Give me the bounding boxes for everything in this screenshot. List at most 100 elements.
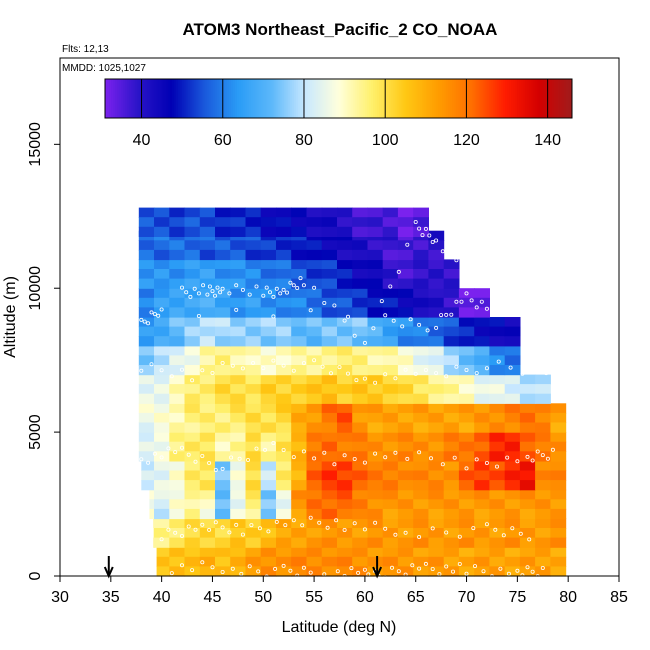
heat-cell (367, 556, 384, 567)
heat-cell (397, 412, 414, 424)
heat-cell (367, 249, 384, 261)
sample-point (288, 280, 293, 285)
heat-cell (245, 566, 262, 577)
sample-point (139, 317, 144, 322)
heat-cell (276, 412, 292, 424)
heat-cell (489, 547, 506, 558)
heat-cell (184, 288, 201, 299)
heat-cell (352, 441, 368, 452)
heat-cell (321, 412, 338, 424)
heat-cell (535, 470, 551, 481)
heat-cell (367, 226, 384, 237)
heat-cell (321, 336, 338, 347)
colorbar-segment (263, 79, 266, 118)
colorbar-segment (127, 79, 130, 118)
sample-point (349, 566, 354, 571)
heat-cell (199, 269, 216, 280)
colorbar-segment (559, 79, 563, 118)
colorbar-segment (184, 79, 187, 118)
heat-cell (230, 499, 246, 510)
sample-point (152, 312, 157, 317)
colorbar-segment (273, 79, 277, 118)
heat-cell (260, 566, 277, 577)
sample-point (483, 282, 488, 287)
sample-point (139, 457, 144, 462)
sample-point (291, 455, 296, 460)
heat-cell (489, 345, 506, 356)
heat-cell (141, 460, 155, 472)
heat-cell (276, 556, 292, 567)
colorbar-segment (393, 79, 396, 118)
sample-point (179, 445, 184, 450)
colorbar-segment (462, 79, 465, 118)
heat-cell (428, 297, 445, 308)
colorbar-segment (328, 79, 331, 118)
heat-cell (489, 566, 506, 577)
heat-cell (367, 547, 384, 558)
heat-cell (489, 403, 506, 414)
sample-point (493, 527, 498, 532)
heat-cell (138, 249, 155, 261)
heat-cell (443, 451, 460, 462)
y-axis: 0 5000 10000 15000 (27, 122, 60, 580)
heat-cell (519, 547, 536, 558)
heat-cell (260, 480, 277, 491)
heat-cell (245, 226, 262, 237)
sample-point (328, 577, 333, 582)
heat-cell (337, 412, 353, 424)
heat-cell (230, 537, 246, 548)
heat-cell (397, 547, 414, 558)
heat-cell (306, 528, 323, 539)
heat-cell (382, 217, 399, 228)
sample-point (283, 523, 288, 528)
heat-cell (230, 384, 246, 395)
heat-cell (397, 537, 414, 548)
heat-cell (291, 403, 307, 414)
sample-point (332, 303, 337, 308)
heat-cell (428, 230, 445, 241)
heat-cell (276, 259, 292, 270)
heat-cell (382, 499, 399, 510)
heat-cell (169, 336, 186, 347)
sample-point (427, 233, 432, 238)
sample-point (173, 530, 178, 535)
colorbar-segment (155, 79, 159, 118)
colorbar-segment (515, 79, 518, 118)
heat-cell (215, 365, 231, 376)
heat-cell (535, 384, 551, 395)
heat-cell (321, 217, 338, 228)
heat-cell (535, 422, 551, 433)
heat-cell (428, 480, 445, 491)
heat-cell (352, 489, 368, 500)
sample-point (413, 219, 418, 224)
heat-cell (443, 489, 460, 500)
colorbar-segment (358, 79, 362, 118)
sample-point (373, 451, 378, 456)
heat-cell (276, 317, 292, 328)
y-tick-label: 10000 (27, 266, 44, 311)
colorbar-segment (241, 79, 244, 118)
sample-point (267, 290, 272, 295)
colorbar-segment (279, 79, 283, 118)
heat-cell (169, 207, 186, 218)
heat-cell (458, 307, 475, 318)
heat-cell (291, 470, 307, 481)
heat-cell (443, 345, 460, 356)
heat-cell (367, 403, 384, 414)
heat-cell (230, 355, 246, 366)
heat-cell (337, 278, 353, 289)
heat-cell (489, 508, 506, 520)
sample-point (245, 457, 250, 462)
heat-cell (276, 207, 292, 218)
colorbar-tick-label: 120 (453, 132, 480, 149)
colorbar-segment (340, 79, 344, 118)
heat-cell (169, 278, 186, 289)
colorbar-segment (226, 79, 230, 118)
heat-cell (245, 403, 262, 414)
colorbar-segment (356, 79, 360, 118)
heat-cell (474, 460, 490, 472)
sample-point (322, 300, 327, 305)
heat-cell (184, 403, 201, 414)
heat-cell (519, 393, 536, 404)
